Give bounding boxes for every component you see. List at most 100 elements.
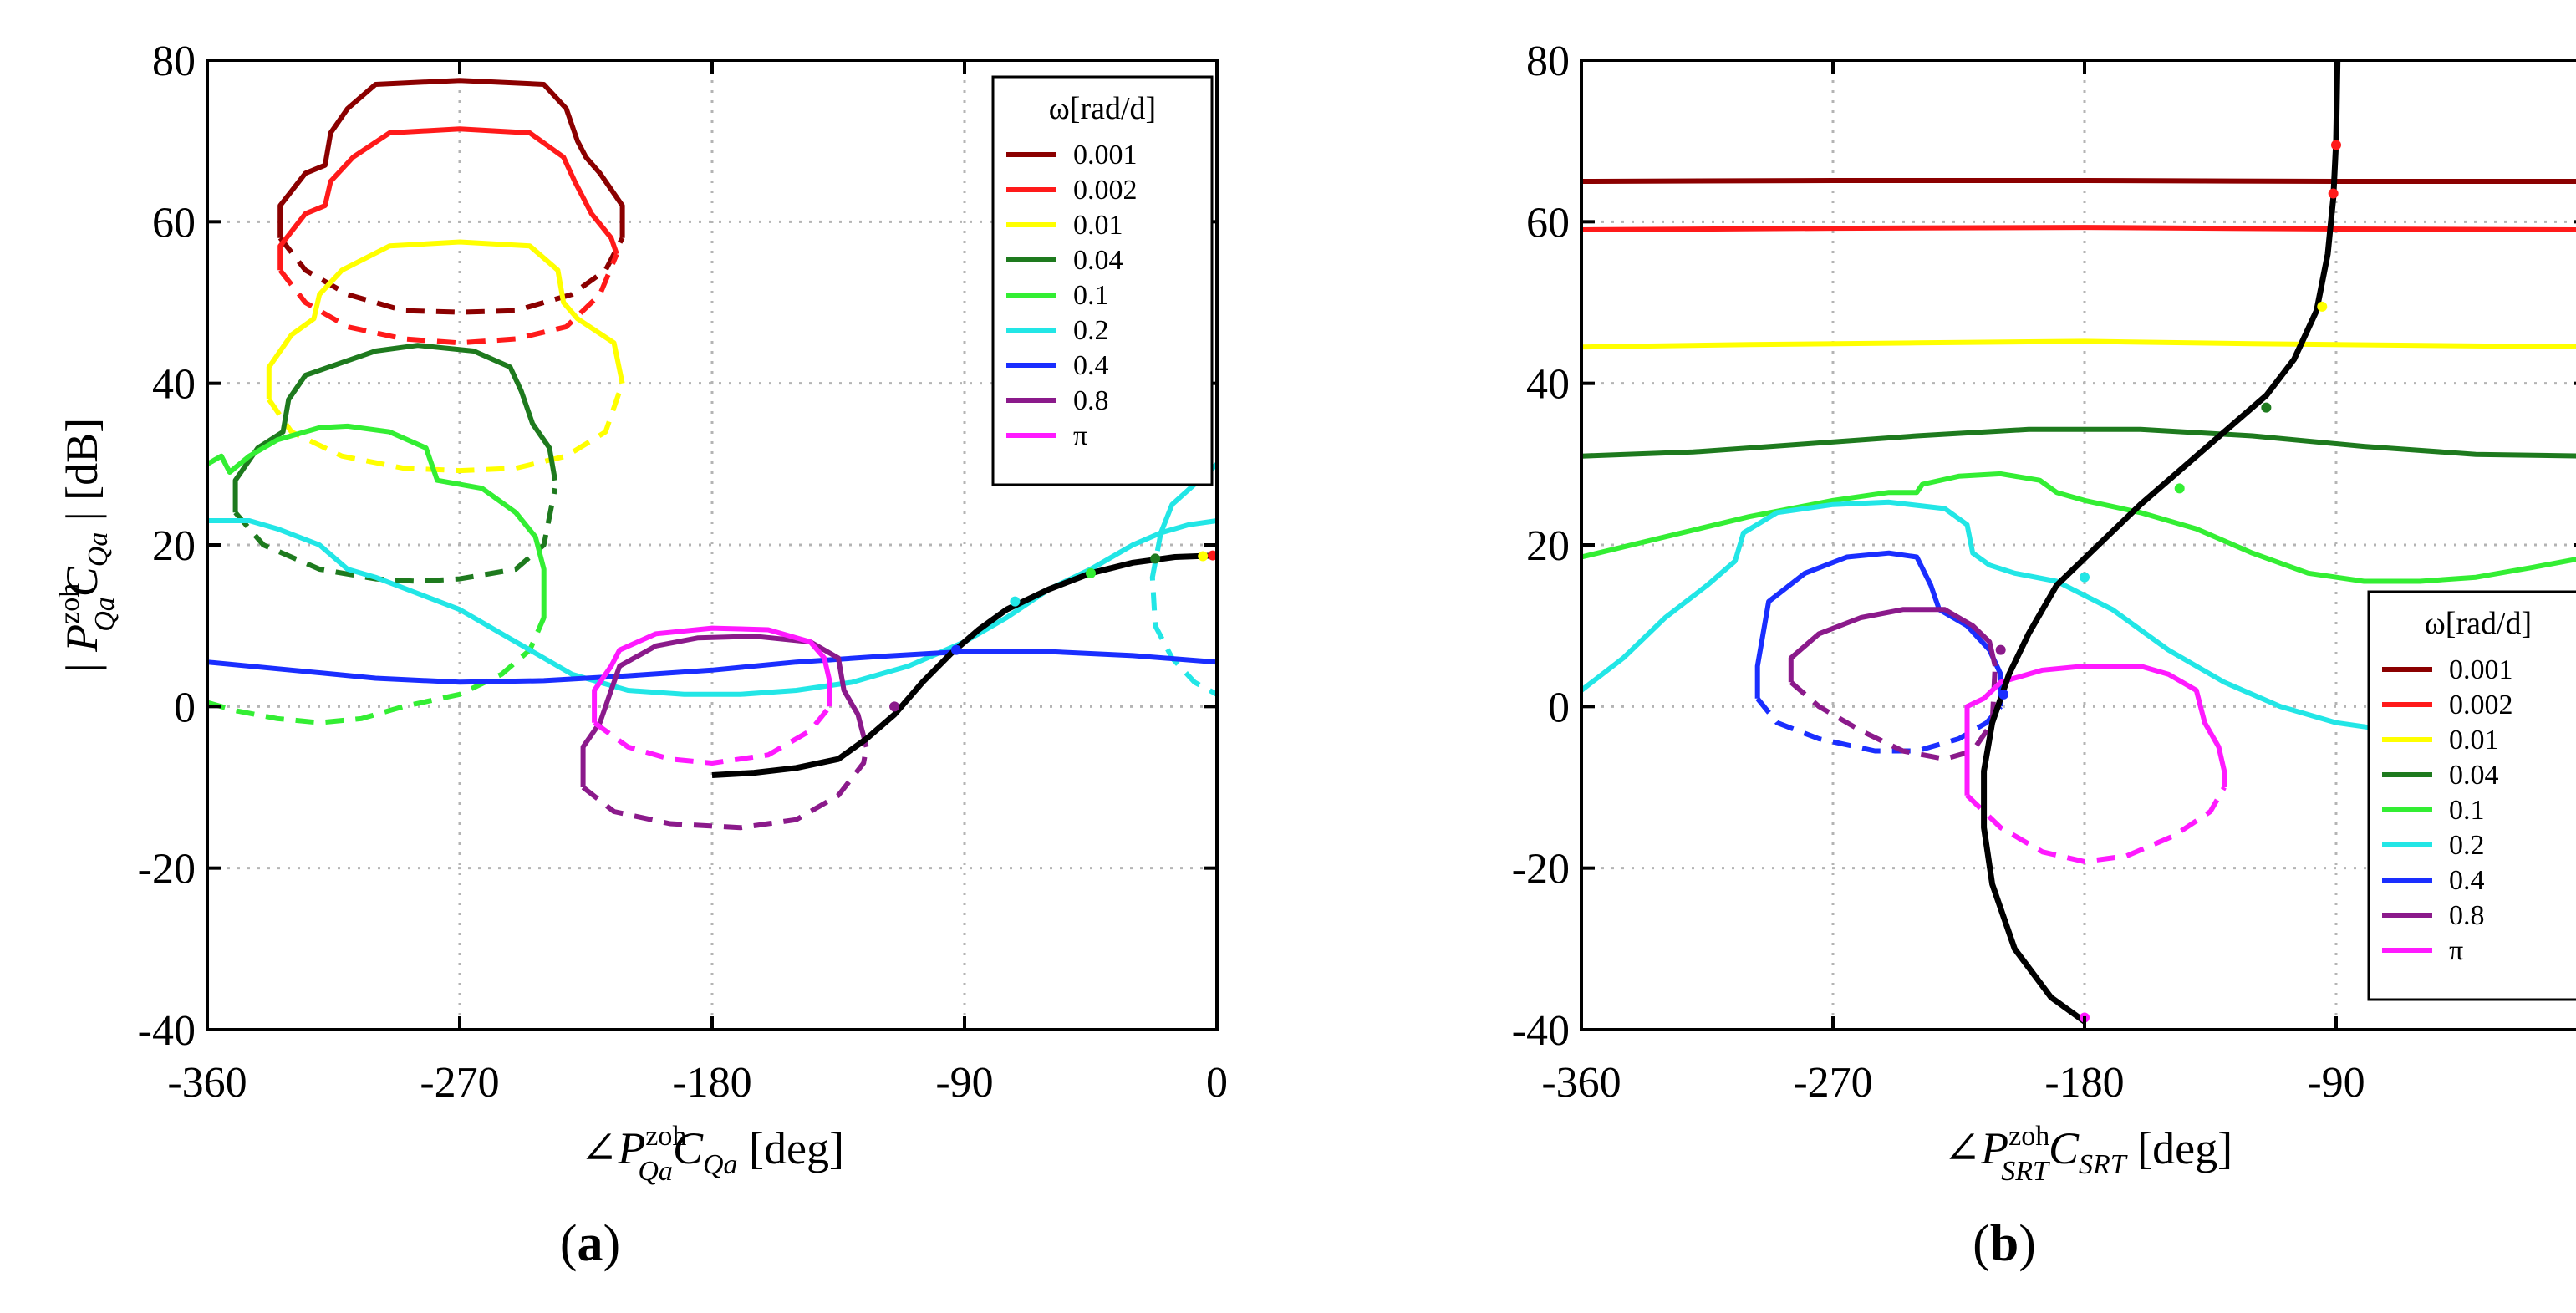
marker-point bbox=[2174, 483, 2185, 494]
y-label-csub: Qa bbox=[83, 532, 114, 567]
series-line-π bbox=[593, 705, 832, 766]
marker-point bbox=[1998, 689, 2009, 700]
y-tick-label: 0 bbox=[174, 684, 196, 731]
legend-label: 0.1 bbox=[2449, 795, 2485, 826]
y-tick-label: 0 bbox=[1548, 684, 1570, 731]
x-tick-label: -90 bbox=[935, 1059, 993, 1107]
marker-point bbox=[1150, 553, 1161, 564]
series-line-0.04 bbox=[1581, 426, 2576, 459]
marker-point bbox=[2328, 188, 2339, 199]
marker-point bbox=[1086, 567, 1096, 578]
x-tick-label: -180 bbox=[2044, 1059, 2124, 1107]
legend-label: 0.01 bbox=[1073, 210, 1123, 241]
legend-title: ω[rad/d] bbox=[2425, 606, 2532, 641]
loop-curve bbox=[711, 552, 1218, 778]
series-line-π bbox=[592, 625, 832, 723]
legend-label: 0.001 bbox=[2449, 654, 2513, 685]
series-line-0.8 bbox=[1789, 665, 1998, 762]
x-axis-label: ∠Pzoh SRTCSRT [deg] bbox=[1943, 1121, 2232, 1187]
legend-label: π bbox=[2449, 935, 2463, 966]
marker-point bbox=[1995, 644, 2006, 655]
series-line-0.01 bbox=[267, 382, 625, 474]
x-tick-label: -270 bbox=[1793, 1059, 1872, 1107]
series-line-0.8 bbox=[580, 634, 869, 787]
y-tick-label: 20 bbox=[1526, 522, 1570, 570]
x-label-sub: SRT bbox=[2001, 1156, 2050, 1187]
legend-label: π bbox=[1073, 420, 1087, 451]
y-tick-label: -40 bbox=[138, 1007, 196, 1055]
x-label-sub: Qa bbox=[638, 1156, 673, 1187]
marker-point bbox=[2317, 301, 2328, 312]
series-line-0.2 bbox=[207, 518, 1218, 697]
legend-label: 0.1 bbox=[1073, 280, 1109, 311]
legend-label: 0.4 bbox=[2449, 865, 2485, 896]
legend-title: ω[rad/d] bbox=[1049, 91, 1156, 126]
marker-point bbox=[950, 644, 961, 655]
legend-label: 0.2 bbox=[1073, 315, 1109, 346]
legend-label: 0.002 bbox=[1073, 175, 1138, 206]
caption-paren: ( bbox=[1973, 1215, 1990, 1272]
legend-box bbox=[2367, 590, 2576, 1001]
x-label-unit: [deg] bbox=[2126, 1123, 2232, 1173]
panel-caption: (b) bbox=[1973, 1215, 2036, 1272]
x-label-c: C bbox=[2049, 1123, 2080, 1173]
x-label-p: P bbox=[617, 1123, 645, 1173]
x-label-csub: SRT bbox=[2079, 1149, 2128, 1180]
series-line-π bbox=[1965, 786, 2227, 864]
legend-label: 0.8 bbox=[1073, 385, 1109, 416]
series-line-0.002 bbox=[277, 126, 619, 271]
y-tick-label: 60 bbox=[152, 199, 196, 247]
caption-paren: ( bbox=[560, 1215, 578, 1272]
x-axis-label: ∠Pzoh QaCQa [deg] bbox=[580, 1121, 844, 1187]
series-line-π bbox=[1964, 664, 2227, 796]
y-label-bar: | bbox=[57, 652, 107, 672]
series-line-0.2 bbox=[1149, 532, 1219, 697]
legend: ω[rad/d] 0.001 0.002 0.01 0.04 0.1 0.2 0.4 0.8 π bbox=[2367, 590, 2576, 1001]
caption-letter: a bbox=[578, 1215, 603, 1272]
loop-curve bbox=[1981, 59, 2341, 1025]
legend: ω[rad/d] 0.001 0.002 0.01 0.04 0.1 0.2 0.4 0.8 π bbox=[991, 75, 1214, 486]
y-tick-label: 80 bbox=[152, 38, 196, 85]
series-line-0.001 bbox=[277, 78, 625, 238]
marker-point bbox=[1207, 550, 1218, 561]
x-label-p: P bbox=[1980, 1123, 2008, 1173]
x-label-unit: [deg] bbox=[738, 1123, 844, 1173]
y-label-unit: | [dB] bbox=[57, 418, 107, 532]
series-line-0.4 bbox=[1754, 550, 2003, 707]
legend-label: 0.04 bbox=[2449, 760, 2499, 791]
series-group bbox=[1580, 59, 2576, 1025]
series-line-0.1 bbox=[206, 423, 547, 618]
x-label-angle: ∠ bbox=[580, 1123, 618, 1173]
series-line-0.4 bbox=[206, 649, 1218, 685]
series-line-0.01 bbox=[266, 239, 625, 399]
y-tick-label: -20 bbox=[138, 846, 196, 893]
x-label-sup: zoh bbox=[2008, 1121, 2049, 1152]
legend-label: 0.04 bbox=[1073, 245, 1123, 276]
legend-label: 0.8 bbox=[2449, 900, 2485, 931]
marker-point bbox=[889, 701, 900, 712]
series-line-0.1 bbox=[1581, 471, 2576, 584]
series-line-0.001 bbox=[277, 236, 625, 315]
series-line-0.4 bbox=[1755, 696, 2003, 754]
x-label-c: C bbox=[673, 1123, 704, 1173]
x-tick-label: -360 bbox=[1541, 1059, 1621, 1107]
series-group bbox=[206, 78, 1219, 831]
x-tick-label: -360 bbox=[167, 1059, 247, 1107]
x-tick-label: -90 bbox=[2307, 1059, 2365, 1107]
x-label-sup: zoh bbox=[645, 1121, 686, 1152]
series-line-0.04 bbox=[232, 343, 558, 513]
legend-label: 0.01 bbox=[2449, 725, 2499, 756]
marker-point bbox=[1198, 551, 1209, 562]
series-line-0.002 bbox=[1581, 225, 2576, 232]
x-tick-label: -180 bbox=[672, 1059, 751, 1107]
legend-label: 0.001 bbox=[1073, 140, 1138, 170]
legend-label: 0.002 bbox=[2449, 690, 2513, 720]
x-label-angle: ∠ bbox=[1943, 1123, 1981, 1173]
grid bbox=[1581, 60, 2576, 1030]
caption-paren: ) bbox=[2019, 1215, 2036, 1272]
series-line-0.01 bbox=[1581, 338, 2576, 350]
